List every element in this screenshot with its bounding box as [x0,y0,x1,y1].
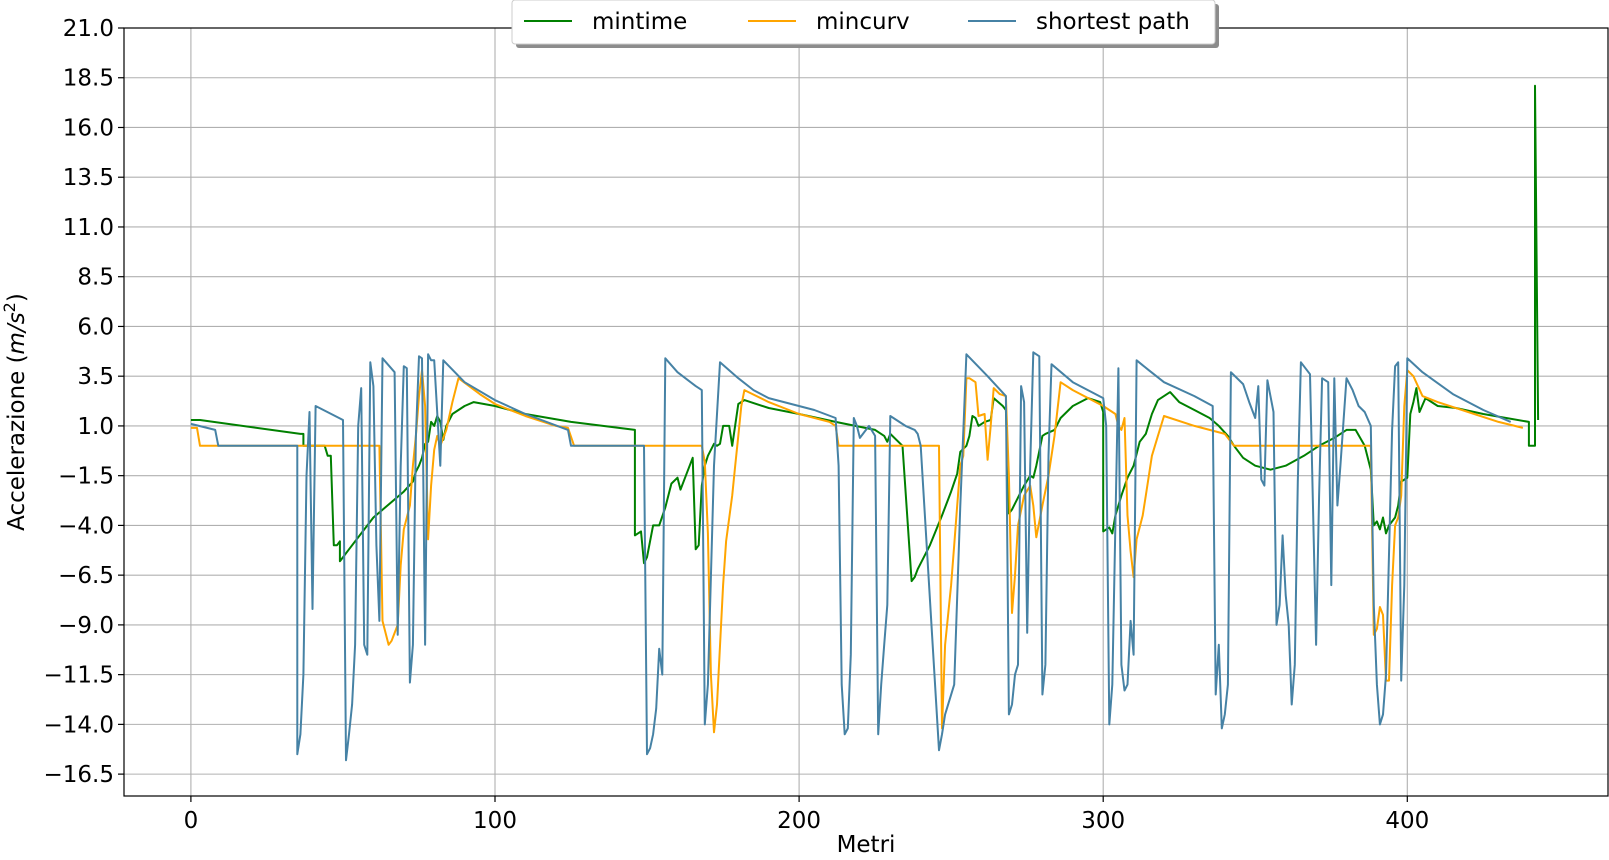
series-layer [190,84,1540,762]
y-tick-label: 13.5 [63,165,114,191]
y-tick-label: 8.5 [77,265,114,291]
y-tick-label: 16.0 [63,115,114,141]
legend-label: mincurv [816,9,910,35]
y-tick-label: −9.0 [58,613,114,639]
y-tick-label: −1.5 [58,464,114,490]
y-tick-label: 6.0 [77,314,114,340]
x-tick-label: 0 [184,808,199,834]
y-tick-label: 21.0 [63,16,114,42]
x-tick-label: 100 [473,808,517,834]
legend-label: shortest path [1036,9,1190,35]
y-tick-label: 1.0 [77,414,114,440]
y-axis-title: Accelerazione (m/s2) [0,293,30,531]
x-tick-label: 300 [1081,808,1125,834]
legend-item-shortest-path: shortest path [968,9,1190,35]
x-axis-title: Metri [837,832,896,855]
series-line-mintime [190,84,1540,583]
x-tick-label: 200 [777,808,821,834]
x-tick-label: 400 [1385,808,1429,834]
y-tick-label: −14.0 [44,712,114,738]
series-line-shortest-path [190,351,1512,762]
legend-label: mintime [592,9,687,35]
legend: mintime mincurv shortest path [511,0,1219,48]
y-tick-label: −4.0 [58,513,114,539]
y-tick-label: 11.0 [63,215,114,241]
y-tick-label: −6.5 [58,563,114,589]
ticks: 0 100 200 300 400 21.0 18.5 16.0 13.5 11.0 8.5 6.0 3… [44,16,1430,834]
y-tick-label: 3.5 [77,364,114,390]
legend-item-mintime: mintime [524,9,687,35]
y-tick-label: 18.5 [63,66,114,92]
y-tick-label: −16.5 [44,762,114,788]
y-tick-label: −11.5 [44,663,114,689]
legend-box [511,0,1216,45]
legend-item-mincurv: mincurv [748,9,910,35]
